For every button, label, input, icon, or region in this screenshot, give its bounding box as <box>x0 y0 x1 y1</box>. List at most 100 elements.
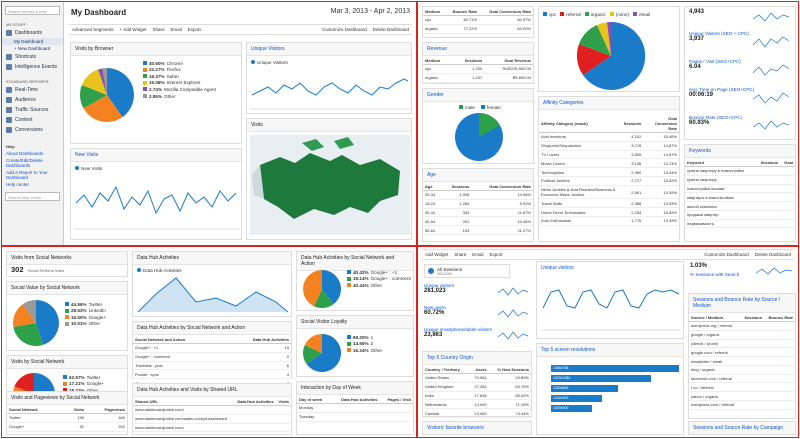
screen-resolution-widget: Top 5 screen resolutions 1366x768 1920x1… <box>536 343 684 435</box>
metric-sessions: 4,943 <box>689 9 705 15</box>
map-islands <box>302 137 354 151</box>
bar-row: 1366x768 <box>551 364 679 372</box>
export-button[interactable]: Export <box>187 27 201 32</box>
table-row: купить квартиру <box>685 175 795 185</box>
sidebar-search-input[interactable]: Search reports & help <box>5 6 60 15</box>
pie-slice-mozilla <box>98 68 107 95</box>
delete-dashboard-button[interactable]: Delete Dashboard <box>372 27 409 32</box>
gender-legend: male female <box>459 103 501 111</box>
uv-line-chart <box>250 78 410 110</box>
table-row: 45-54 201 10.46% <box>423 216 533 227</box>
legend-item: 62.57% Twitter <box>63 375 104 380</box>
top-countries-table: Country / Territory Users% New Sessions U… <box>423 365 531 418</box>
source-medium-table: Source / Medium Sessions Bounce Rate wordp… <box>689 313 795 410</box>
legend-item: (none) <box>609 12 629 17</box>
widget-title: Gender <box>423 89 533 102</box>
table-row: 55-64 153 11.27% <box>423 225 533 235</box>
sidebar-item-dashboards[interactable]: Dashboards <box>2 28 63 38</box>
table-row: 25-34 1,006 14.96% <box>423 190 533 200</box>
table-row: Travel Buffs 2,388 13.93% <box>539 198 679 209</box>
table-row: Political Junkies 2,717 15.82% <box>539 176 679 186</box>
advanced-segments-button[interactable]: Advanced Segments <box>72 27 114 32</box>
help-link-add-report[interactable]: Add a Report to Your Dashboard <box>6 170 48 180</box>
sidebar-item-label: Intelligence Events <box>15 64 57 70</box>
table-row: yahoo / organic <box>689 391 795 402</box>
visits-pageviews-table: Social Network Visits Pageviews Twitter 190… <box>7 405 127 432</box>
export-button[interactable]: Export <box>489 252 503 257</box>
visits-social-legend: 62.57%Twitter 17.21%Google+ 19.22%Other <box>63 373 104 394</box>
email-button[interactable]: Email <box>472 252 484 257</box>
nv-series-line <box>75 185 237 215</box>
visitors-browsers-title: Visitors' favorite browsers <box>422 421 532 435</box>
widget-title: Revenue <box>423 43 533 56</box>
add-widget-button[interactable]: Add Widget <box>425 252 449 257</box>
help-link-create[interactable]: Create/Edit/Delete Dashboards <box>6 158 43 168</box>
segment-sub: 100.00% <box>437 271 452 276</box>
sidebar-item-label: Traffic Sources <box>15 107 49 113</box>
segment-label: All Sessions <box>437 266 463 272</box>
social-visits-sub: Social Referral Visits <box>27 268 65 273</box>
map-region <box>260 153 400 219</box>
add-widget-button[interactable]: + Add Widget <box>119 27 147 32</box>
table-row: Shoppers/Shopaholics 3,715 14.87% <box>539 141 679 151</box>
customize-dashboard-button[interactable]: Customize Dashboard <box>322 27 367 32</box>
legend-item: cpc <box>543 12 556 17</box>
pie-slice-google-plus-one <box>322 270 341 305</box>
legend-item: 14.56% 2 <box>347 341 382 346</box>
sidebar-item-new-dashboard[interactable]: + New Dashboard <box>14 46 51 51</box>
sidebar-item-audience[interactable]: Audience <box>2 95 63 105</box>
dha-pie <box>303 270 341 308</box>
table-row: bing / organic <box>689 365 795 375</box>
sparkline <box>498 309 528 318</box>
date-range-picker[interactable]: Mar 3, 2013 - Apr 2, 2013 <box>330 8 410 15</box>
table-row: 18-24 1,284 5.00% <box>423 199 533 209</box>
sidebar-item-intelligence[interactable]: Intelligence Events <box>2 62 63 72</box>
dha-widget: Data Hub Activities Data Hub Activities <box>132 251 292 317</box>
day-of-week-table: Day of week Data Hub Activities Pages / Vi… <box>297 395 413 422</box>
share-button[interactable]: Share <box>454 252 467 257</box>
social-visits-value: 302 <box>11 265 24 274</box>
help-link-about[interactable]: About Dashboards <box>6 151 44 156</box>
sessions-search-value: 1.03% <box>690 263 708 269</box>
delete-dashboard-button[interactable]: Delete Dashboard <box>754 252 791 257</box>
widget-title: Visits from Social Networks <box>7 252 127 265</box>
table-row: www.dashboardjunkie.com/sales-cockpit-da… <box>133 414 291 424</box>
dha-network-table: Social Network and Action Data Hub Activi… <box>133 335 291 388</box>
pie-slice-safari <box>80 85 107 109</box>
customize-dashboard-button[interactable]: Customize Dashboard <box>704 252 749 257</box>
help-title: Help <box>6 144 15 149</box>
social-value-widget: Social Value by Social Network 44.96% Twi… <box>6 281 128 351</box>
dashboard-main: My Dashboard Mar 3, 2013 - Apr 2, 2013 A… <box>65 2 416 245</box>
loyalty-pie <box>303 333 342 372</box>
pie-slice-organic <box>579 25 611 56</box>
share-button[interactable]: Share <box>152 27 165 32</box>
pie-slice-none <box>597 22 611 56</box>
sidebar-item-my-dashboard[interactable]: My Dashboard <box>2 38 63 45</box>
top-countries-widget: Top 5 Country Origin Country / Territory… <box>422 351 532 418</box>
sidebar-item-realtime[interactable]: Real-Time <box>2 85 63 95</box>
sidebar-item-conversions[interactable]: Conversions <box>2 125 63 135</box>
gender-widget: Gender male female <box>422 88 534 164</box>
table-row: t.co / referral <box>689 382 795 393</box>
dha-pie-widget: Data Hub Activities by Social Network an… <box>296 251 414 311</box>
loyalty-legend: 69.20% 1 14.56% 2 16.24% Other <box>347 333 382 354</box>
sparkline <box>753 36 790 48</box>
affinity-table: Affinity Category (reach) Sessions Goal Co… <box>539 114 679 226</box>
help-search-input[interactable]: Search help center <box>5 192 60 201</box>
bar: 1440x900 <box>551 394 603 402</box>
email-button[interactable]: Email <box>170 27 182 32</box>
metric-unique-smartphone: Unique smartphone/tablet visitors 23,863 <box>424 327 493 338</box>
legend-item: 69.20% 1 <box>347 335 382 340</box>
page-title: My Dashboard <box>71 8 127 17</box>
table-row: United States 79,064 29.89% <box>423 373 531 383</box>
sidebar-item-content[interactable]: Content <box>2 115 63 125</box>
q4-uv-widget: Unique visitors <box>536 261 684 339</box>
widget-title: Age <box>423 169 533 182</box>
table-row: www.dashboardjunkie.com/ <box>133 423 291 433</box>
widget-title: Keywords <box>685 145 795 158</box>
bounce-rate-table-widget: Medium Bounce Rate Goal Conversion Rate cp… <box>422 6 534 38</box>
sidebar-item-traffic[interactable]: Traffic Sources <box>2 105 63 115</box>
help-link-center[interactable]: Help center <box>6 182 30 187</box>
sidebar-item-shortcuts[interactable]: Shortcuts <box>2 52 63 62</box>
segment-chip[interactable]: All Sessions 100.00% <box>424 264 510 278</box>
